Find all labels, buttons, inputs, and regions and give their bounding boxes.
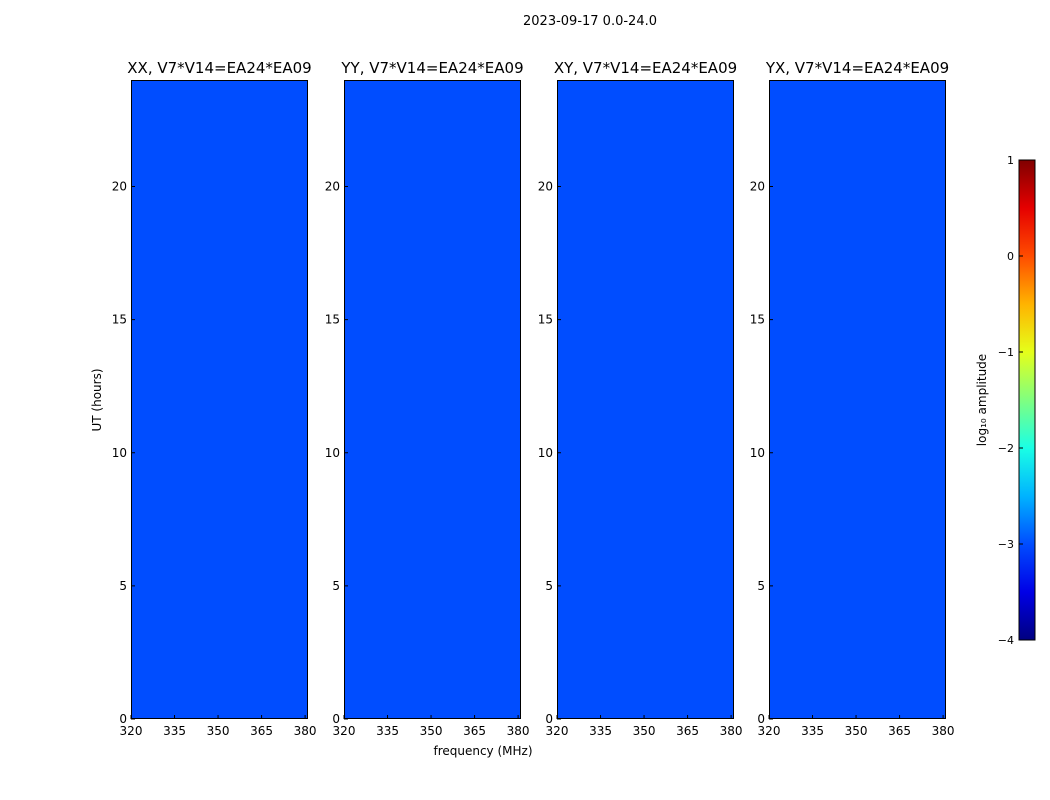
x-tick-label: 335: [376, 724, 399, 738]
y-tick-label: 5: [757, 579, 765, 593]
background-band: [344, 80, 521, 719]
colorbar-tick-label: 1: [1007, 154, 1014, 167]
x-tick-label: 365: [250, 724, 273, 738]
x-tick-label: 320: [758, 724, 781, 738]
colorbar-tick-label: −1: [998, 346, 1014, 359]
x-tick-label: 320: [120, 724, 143, 738]
noise-speck: [520, 151, 521, 154]
x-tick-label: 380: [932, 724, 955, 738]
y-tick-label: 5: [119, 579, 127, 593]
x-tick-label: 350: [845, 724, 868, 738]
noise-speck: [946, 529, 955, 531]
y-tick-label: 15: [325, 313, 340, 327]
background-band: [769, 80, 946, 719]
panel-2-title: YY, V7*V14=EA24*EA09: [340, 59, 523, 77]
panel-4-title: YX, V7*V14=EA24*EA09: [765, 59, 949, 77]
x-tick-label: 350: [207, 724, 230, 738]
x-tick-label: 380: [720, 724, 743, 738]
colorbar-tick-label: −2: [998, 442, 1014, 455]
y-tick-label: 20: [538, 180, 553, 194]
y-tick-label: 5: [545, 579, 553, 593]
colorbar-tick-label: −3: [998, 538, 1014, 551]
y-tick-label: 15: [538, 313, 553, 327]
x-tick-label: 365: [463, 724, 486, 738]
y-tick-label: 15: [750, 313, 765, 327]
x-tick-label: 350: [420, 724, 443, 738]
panel-1-frame: [131, 80, 308, 719]
x-tick-label: 365: [888, 724, 911, 738]
x-tick-label: 320: [546, 724, 569, 738]
x-tick-label: 335: [589, 724, 612, 738]
y-tick-label: 20: [325, 180, 340, 194]
y-tick-label: 15: [112, 313, 127, 327]
y-axis-label: UT (hours): [90, 368, 104, 431]
colorbar: [1018, 159, 1036, 641]
figure-title: 2023-09-17 0.0-24.0: [523, 14, 657, 29]
x-tick-label: 320: [333, 724, 356, 738]
x-tick-label: 380: [507, 724, 530, 738]
x-tick-label: 335: [801, 724, 824, 738]
panel-2-frame: [344, 80, 521, 719]
noise-speck: [520, 485, 521, 488]
noise-speck: [733, 396, 734, 399]
x-tick-label: 335: [163, 724, 186, 738]
panel-3-frame: [557, 80, 734, 719]
y-tick-label: 20: [112, 180, 127, 194]
colorbar-tick-label: 0: [1007, 250, 1014, 263]
panel-3-title: XY, V7*V14=EA24*EA09: [554, 59, 737, 77]
y-tick-label: 10: [325, 446, 340, 460]
y-tick-label: 0: [332, 712, 340, 726]
colorbar-tick-label: −4: [998, 634, 1014, 647]
x-axis-label: frequency (MHz): [433, 744, 532, 758]
y-tick-label: 0: [119, 712, 127, 726]
x-tick-label: 365: [676, 724, 699, 738]
panel-1-title: XX, V7*V14=EA24*EA09: [127, 59, 311, 77]
noise-speck: [520, 433, 521, 436]
x-tick-label: 380: [294, 724, 317, 738]
noise-speck: [520, 232, 521, 235]
y-tick-label: 5: [332, 579, 340, 593]
y-tick-label: 10: [112, 446, 127, 460]
x-tick-label: 350: [633, 724, 656, 738]
y-tick-label: 10: [750, 446, 765, 460]
noise-speck: [307, 140, 308, 143]
noise-speck: [733, 381, 734, 384]
colorbar-label: log₁₀ amplitude: [975, 354, 989, 446]
panel-4-frame: [769, 80, 946, 719]
y-tick-label: 20: [750, 180, 765, 194]
y-tick-label: 10: [538, 446, 553, 460]
y-tick-label: 0: [545, 712, 553, 726]
noise-speck: [520, 205, 521, 208]
y-tick-label: 0: [757, 712, 765, 726]
background-band: [131, 80, 308, 719]
background-band: [557, 80, 734, 719]
